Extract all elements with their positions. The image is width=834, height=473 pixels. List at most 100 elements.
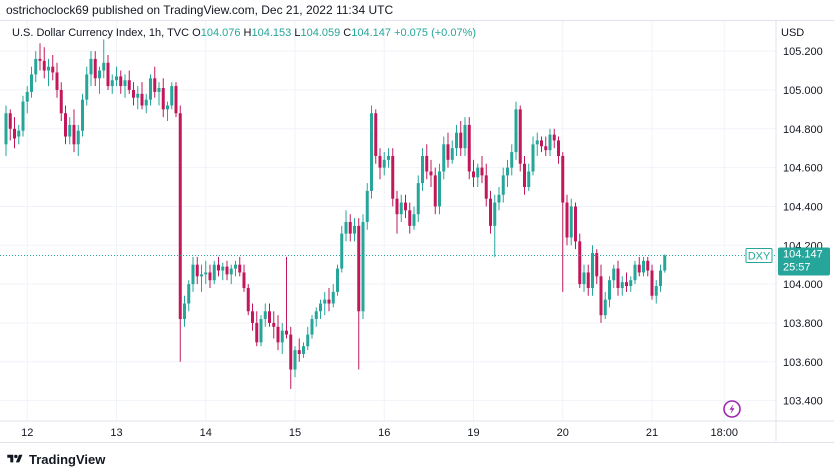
- candle: [455, 124, 458, 156]
- candle-body: [306, 334, 310, 347]
- ticker-label: DXY: [748, 251, 771, 263]
- candle: [327, 287, 331, 312]
- candle-body: [170, 86, 174, 106]
- candle-body: [574, 206, 577, 242]
- candle-body: [195, 264, 199, 277]
- candle-body: [310, 319, 314, 335]
- candle: [531, 136, 535, 176]
- candle-body: [489, 198, 492, 226]
- candle: [17, 124, 21, 145]
- candle: [527, 163, 531, 191]
- candle: [302, 342, 305, 358]
- candle-body: [297, 350, 301, 354]
- candle-body: [399, 202, 403, 215]
- candle: [582, 264, 586, 292]
- candle-body: [285, 330, 288, 335]
- candle-body: [183, 303, 186, 320]
- candle-body: [144, 99, 148, 106]
- y-tick-label: 105.200: [783, 46, 823, 58]
- candle: [47, 58, 50, 87]
- candle: [404, 194, 407, 219]
- candle-body: [221, 266, 225, 271]
- candle-body: [552, 134, 556, 141]
- candle: [178, 105, 182, 362]
- candle: [484, 163, 488, 207]
- candle: [535, 132, 539, 156]
- candle: [285, 256, 288, 339]
- candle: [72, 109, 76, 153]
- x-tick-label: 12: [21, 427, 33, 439]
- candle: [293, 346, 297, 378]
- candle: [476, 163, 480, 188]
- candle: [467, 117, 471, 180]
- candle: [629, 276, 633, 292]
- candle: [59, 82, 63, 122]
- candle-body: [17, 130, 21, 137]
- candle-body: [442, 144, 446, 172]
- x-tick-label: 16: [378, 427, 390, 439]
- candle-body: [191, 264, 195, 285]
- candle: [153, 66, 157, 98]
- x-tick-label: 15: [289, 427, 301, 439]
- candle: [540, 136, 543, 153]
- candle: [259, 315, 263, 347]
- candle: [93, 51, 97, 87]
- candle-body: [212, 264, 216, 281]
- candle: [297, 338, 301, 362]
- currency-label: USD: [781, 27, 805, 39]
- candle-body: [395, 198, 399, 215]
- candle-body: [276, 326, 280, 343]
- candle: [212, 260, 216, 285]
- candle-body: [157, 88, 161, 92]
- candle: [506, 159, 509, 188]
- candle-body: [663, 255, 667, 271]
- candle-body: [178, 113, 182, 320]
- x-tick-label: 19: [467, 427, 479, 439]
- candle: [221, 262, 225, 281]
- candle-body: [225, 266, 229, 275]
- candle: [608, 276, 611, 308]
- candle-body: [535, 140, 539, 145]
- lightning-icon[interactable]: [723, 400, 741, 418]
- candle: [357, 218, 361, 370]
- candle: [450, 140, 454, 164]
- candle-body: [4, 113, 8, 145]
- candle: [242, 264, 246, 292]
- candle-body: [633, 264, 637, 281]
- candle-body: [344, 221, 348, 234]
- candle-body: [47, 66, 50, 71]
- candle: [331, 284, 335, 308]
- candle-body: [425, 155, 429, 172]
- candle: [374, 109, 378, 164]
- candle: [348, 214, 352, 242]
- candle-body: [510, 152, 514, 168]
- candle: [642, 256, 645, 277]
- candle: [633, 260, 637, 285]
- candle: [510, 144, 514, 176]
- candle-body: [455, 132, 458, 149]
- low-label: L: [294, 27, 301, 39]
- candle: [225, 260, 229, 281]
- candle: [378, 148, 382, 180]
- candle: [191, 256, 195, 292]
- candle-body: [382, 159, 386, 168]
- candle-body: [616, 268, 620, 288]
- candle: [268, 303, 271, 327]
- candle-body: [446, 144, 450, 160]
- candle-body: [280, 330, 284, 343]
- candle: [612, 264, 616, 288]
- candle-body: [412, 214, 416, 226]
- candle-body: [268, 311, 271, 323]
- candle-body: [8, 113, 12, 129]
- close-label: C: [343, 27, 352, 39]
- x-tick-label: 13: [110, 427, 122, 439]
- candle-body: [523, 163, 526, 188]
- candle-body: [531, 144, 535, 172]
- candle: [42, 47, 46, 79]
- candle-body: [404, 202, 407, 211]
- candle-body: [357, 225, 361, 312]
- candle: [187, 280, 191, 312]
- candle-body: [336, 268, 339, 292]
- symbol-title: U.S. Dollar Currency Index, 1h, TVC: [12, 27, 190, 39]
